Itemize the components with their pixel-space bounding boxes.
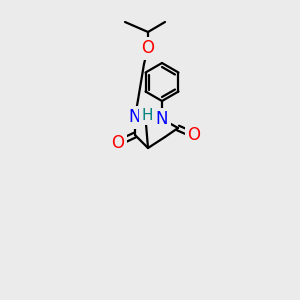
Text: O: O	[188, 126, 200, 144]
Text: N: N	[156, 110, 168, 128]
Text: O: O	[112, 134, 124, 152]
Text: O: O	[142, 39, 154, 57]
Text: H: H	[141, 107, 153, 122]
Text: N: N	[129, 108, 141, 126]
